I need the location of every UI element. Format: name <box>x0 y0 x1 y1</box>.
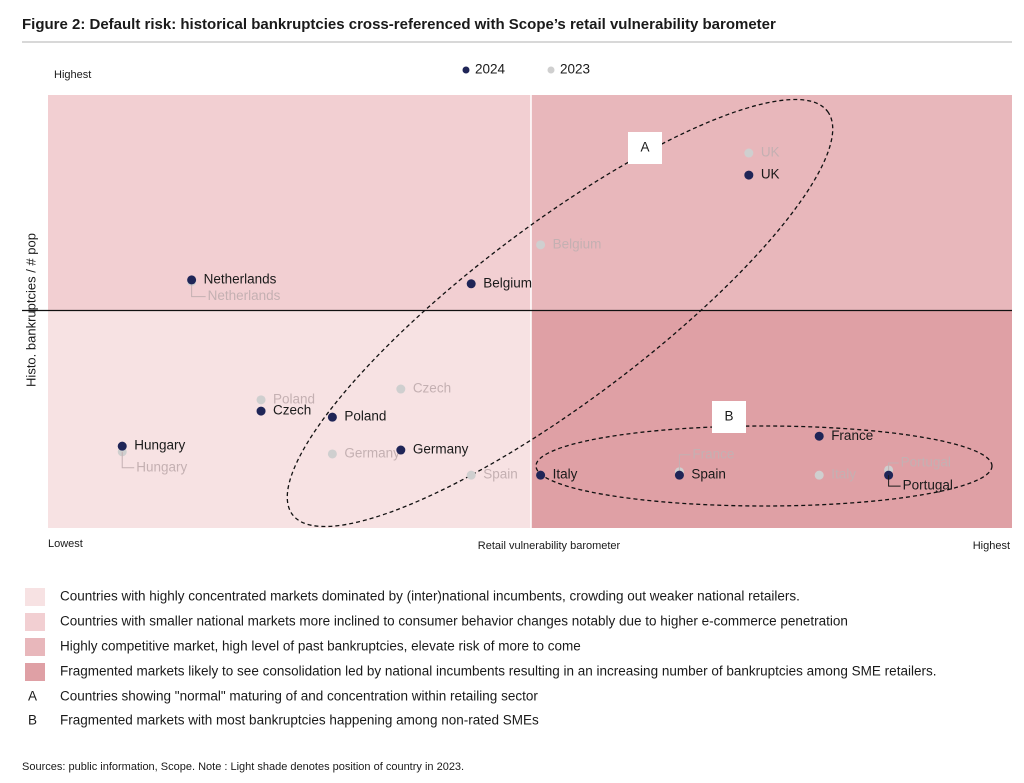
source-note: Sources: public information, Scope. Note… <box>22 761 464 773</box>
point-label: Portugal <box>901 455 951 470</box>
point <box>327 412 337 422</box>
point-label: Spain <box>483 467 518 482</box>
quadrant <box>531 310 1012 528</box>
group-badge <box>712 401 746 433</box>
point-label: Belgium <box>553 236 602 251</box>
point <box>536 240 546 250</box>
y-tick-label: Highest <box>54 69 91 81</box>
point-label: Portugal <box>903 478 953 493</box>
legend-text: Countries showing "normal" maturing of a… <box>60 689 538 704</box>
point <box>744 170 754 180</box>
group-outline <box>286 98 834 528</box>
point <box>396 445 406 455</box>
legend-letter: B <box>28 713 37 728</box>
quadrant <box>48 95 531 311</box>
x-axis-label: Retail vulnerability barometer <box>478 540 621 552</box>
point <box>396 384 406 394</box>
point <box>814 470 824 480</box>
legend-label: 2024 <box>475 62 506 77</box>
point-label: Spain <box>691 467 726 482</box>
y-axis-label: Histo. bankruptcies / # pop <box>23 233 38 387</box>
point <box>674 470 684 480</box>
point <box>536 470 546 480</box>
quadrants <box>22 95 1012 528</box>
point <box>117 441 127 451</box>
chart-title: Figure 2: Default risk: historical bankr… <box>22 16 776 33</box>
label-leader <box>678 454 691 472</box>
group-letter: A <box>640 140 649 155</box>
point-label: Netherlands <box>204 271 277 286</box>
point-label: Hungary <box>134 438 185 453</box>
legend-swatch <box>25 613 45 631</box>
point-label: Germany <box>344 446 400 461</box>
legend-swatch <box>25 588 45 606</box>
point-label: UK <box>761 145 780 160</box>
point <box>256 406 266 416</box>
point <box>187 275 197 285</box>
x-tick-label: Lowest <box>48 538 83 550</box>
legend-text: Fragmented markets likely to see consoli… <box>60 664 936 679</box>
point-label: Germany <box>413 442 469 457</box>
label-leader <box>121 451 135 469</box>
point <box>466 279 476 289</box>
label-leader <box>888 462 899 470</box>
point <box>814 431 824 441</box>
point <box>327 449 337 459</box>
point-label: Belgium <box>483 275 532 290</box>
point-label: Netherlands <box>208 288 281 303</box>
point-label: Poland <box>273 391 315 406</box>
legend-marker <box>547 66 555 74</box>
point-label: Italy <box>553 467 578 482</box>
point <box>256 395 266 405</box>
legend-text: Countries with smaller national markets … <box>60 614 848 629</box>
quadrant <box>48 310 531 528</box>
legend-marker <box>462 66 470 74</box>
point-label: France <box>692 446 734 461</box>
point-label: Czech <box>273 403 311 418</box>
legend-text: Fragmented markets with most bankruptcie… <box>60 713 539 728</box>
point <box>466 470 476 480</box>
plot: ABUKBelgiumNetherlandsCzechPolandGermany… <box>117 98 993 528</box>
group-letter: B <box>724 409 733 424</box>
quadrant <box>531 95 1012 311</box>
legend-label: 2023 <box>560 62 590 77</box>
x-tick-label: Highest <box>973 540 1010 552</box>
label-leader <box>888 475 901 487</box>
legend-letter: A <box>28 689 37 704</box>
label-leader <box>191 281 206 298</box>
legend-text: Countries with highly concentrated marke… <box>60 589 800 604</box>
legend-swatch <box>25 638 45 656</box>
group-badge <box>628 132 662 164</box>
group-outline <box>535 425 993 507</box>
point-label: UK <box>761 167 780 182</box>
legend-text: Highly competitive market, high level of… <box>60 639 581 654</box>
point-label: Poland <box>344 409 386 424</box>
point <box>744 148 754 158</box>
point-label: Czech <box>413 381 451 396</box>
legend-swatch <box>25 663 45 681</box>
point-label: Italy <box>831 467 856 482</box>
point-label: Hungary <box>136 459 187 474</box>
point-label: France <box>831 428 873 443</box>
